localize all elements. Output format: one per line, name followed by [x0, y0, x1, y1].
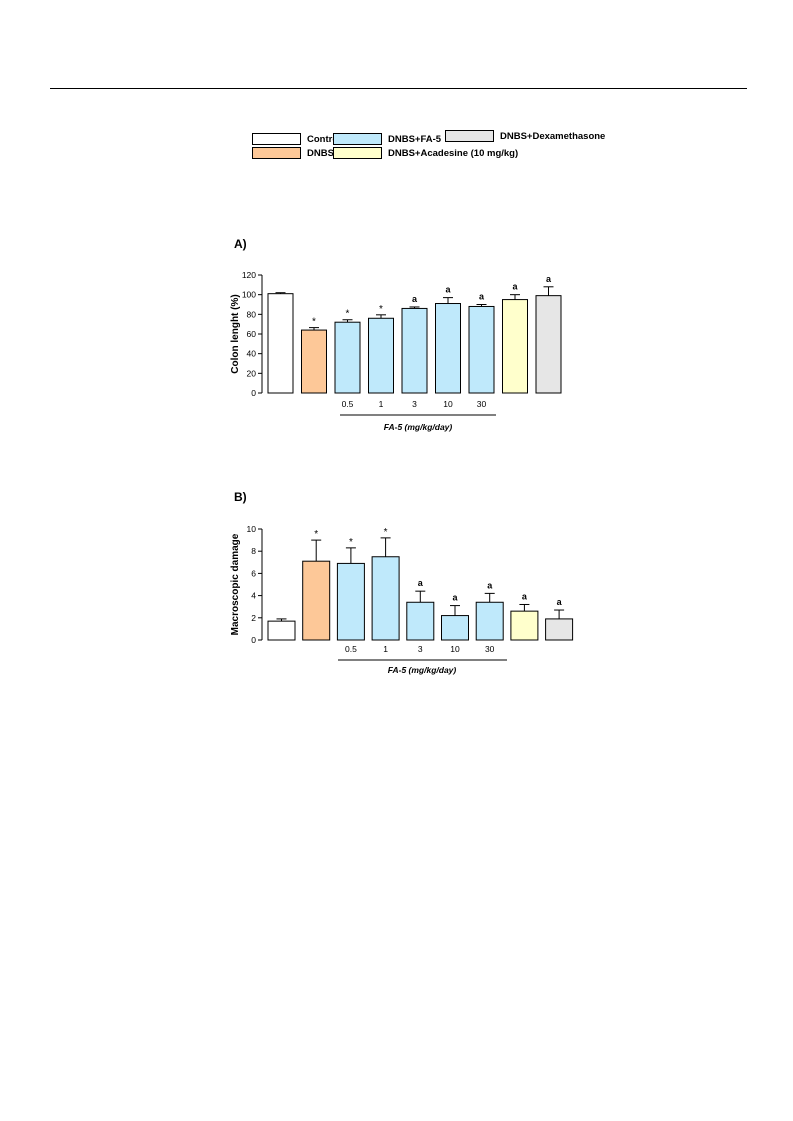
y-tick-label: 8 [251, 546, 256, 556]
bar [401, 307, 428, 394]
dose-label: 10 [443, 399, 453, 409]
dose-label: 1 [383, 644, 388, 654]
bar [301, 329, 327, 394]
y-tick-label: 0 [251, 388, 256, 398]
y-tick-label: 4 [251, 591, 256, 601]
legend-swatch [445, 130, 494, 142]
significance-label: * [349, 537, 353, 548]
panel-b: B) Macroscopic damage 0 2 4 6 8 10 * * 0.5 * 1 a 3 a 10 a… [230, 490, 574, 675]
legend-label: DNBS+Dexamethasone [500, 130, 606, 142]
y-tick-label: 20 [247, 368, 257, 378]
legend-label: DNBS+FA-5 [388, 133, 442, 145]
bar [475, 601, 504, 641]
significance-label: a [479, 292, 485, 302]
bar [371, 556, 400, 641]
y-tick-label: 40 [247, 349, 257, 359]
y-axis-label: Macroscopic damage [230, 533, 241, 635]
y-tick-label: 80 [247, 309, 257, 319]
significance-label: a [445, 285, 451, 295]
legend-label: DNBS [307, 147, 334, 159]
bar [334, 321, 361, 394]
significance-label: a [412, 294, 418, 304]
bar [510, 610, 539, 641]
y-tick-label: 0 [251, 635, 256, 645]
significance-label: a [546, 274, 552, 284]
y-tick-label: 10 [247, 524, 257, 534]
header-rule [50, 88, 747, 89]
group-label: FA-5 (mg/kg/day) [388, 665, 457, 675]
y-tick-label: 60 [247, 329, 257, 339]
legend-item-control: Control [252, 132, 341, 146]
dose-label: 30 [485, 644, 495, 654]
legend-item-dnbs-acadesine: DNBS+Acadesine (10 mg/kg) [333, 146, 518, 160]
significance-label: * [379, 304, 383, 315]
y-tick-label: 120 [242, 270, 256, 280]
dose-label: 10 [450, 644, 460, 654]
bar [545, 618, 574, 641]
legend-swatch [333, 133, 382, 145]
legend-swatch [252, 133, 301, 145]
significance-label: a [452, 593, 458, 603]
dose-label: 1 [379, 399, 384, 409]
legend-item-dnbs-fa5: DNBS+FA-5 [333, 132, 441, 146]
panel-a: A) Colon lenght (%) 0 20 40 60 80 100 120 * * 0.5 * 1… [230, 237, 562, 432]
significance-label: * [346, 309, 350, 320]
significance-label: a [418, 578, 424, 588]
group-label: FA-5 (mg/kg/day) [384, 422, 453, 432]
y-tick-label: 100 [242, 290, 256, 300]
y-tick-label: 6 [251, 568, 256, 578]
bar [336, 562, 365, 641]
significance-label: a [487, 580, 493, 590]
legend-item-dnbs-dexamethasone: DNBS+Dexamethasone [445, 129, 605, 143]
legend: Control DNBS DNBS+FA-5 DNBS+Acadesine (1… [0, 0, 793, 170]
legend-item-dnbs: DNBS [252, 146, 334, 160]
y-tick-label: 2 [251, 613, 256, 623]
significance-label: a [512, 282, 518, 292]
bar [267, 293, 294, 394]
bar [267, 620, 296, 641]
legend-label: Control [307, 133, 341, 145]
bar [502, 299, 528, 394]
legend-swatch [333, 147, 382, 159]
dose-label: 3 [418, 644, 423, 654]
significance-label: * [314, 529, 318, 540]
dose-label: 3 [412, 399, 417, 409]
panel-label: B) [234, 490, 247, 504]
bar [468, 305, 495, 394]
legend-swatch [252, 147, 301, 159]
dose-label: 0.5 [345, 644, 357, 654]
bar [302, 560, 331, 641]
significance-label: a [522, 591, 528, 601]
dose-label: 0.5 [342, 399, 354, 409]
bar [406, 601, 435, 641]
bar [535, 295, 562, 394]
bar [368, 317, 394, 394]
y-axis-label: Colon lenght (%) [230, 294, 241, 373]
panel-label: A) [234, 237, 247, 251]
bar [435, 303, 461, 394]
dose-label: 30 [477, 399, 487, 409]
legend-label: DNBS+Acadesine (10 mg/kg) [388, 147, 519, 159]
significance-label: * [384, 527, 388, 538]
significance-label: * [312, 317, 316, 328]
significance-label: a [557, 597, 563, 607]
bar [441, 615, 469, 641]
